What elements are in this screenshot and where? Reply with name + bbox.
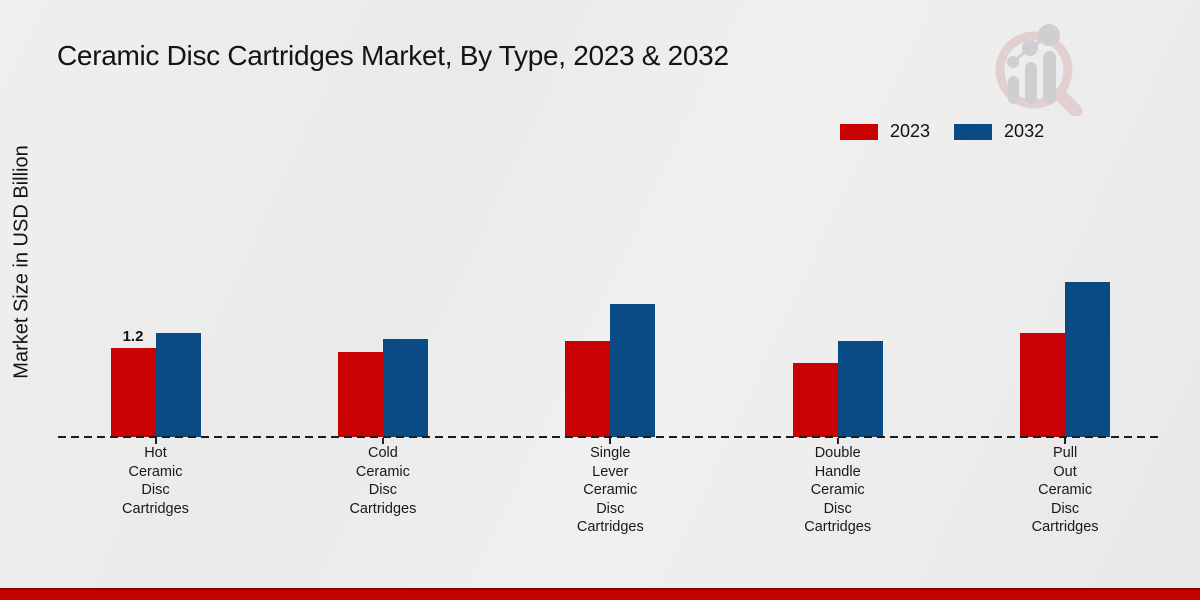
bar-2023-1 (110, 348, 156, 437)
x-axis-tick (836, 438, 839, 444)
category-label-line: Ceramic (1038, 482, 1093, 498)
category-label-line: Ceramic (583, 482, 638, 498)
legend-swatch-2023 (840, 123, 878, 140)
x-axis-tick (154, 438, 157, 444)
category-label-line: Out (1053, 463, 1077, 480)
bar-2023-5 (1020, 333, 1066, 437)
category-label-line: Hot (144, 445, 167, 461)
legend: 2023 2032 (840, 121, 1044, 142)
category-label: Single Lever Ceramic Disc Cartridges (525, 444, 695, 537)
x-axis-tick (609, 438, 612, 444)
category-label-line: Disc (1050, 500, 1080, 517)
chart-title: Ceramic Disc Cartridges Market, By Type,… (57, 40, 729, 71)
category-label-line: Single (590, 445, 631, 461)
bar-2032-4 (837, 340, 883, 437)
bar-2032-2 (382, 339, 428, 437)
category-label-line: Cartridges (122, 500, 189, 517)
category-label-line: Cartridges (804, 519, 872, 535)
bar-2023-2 (337, 351, 383, 437)
category-label-line: Ceramic (810, 482, 865, 498)
category-label-line: Disc (823, 500, 852, 517)
category-label-line: Ceramic (128, 463, 183, 480)
legend-item-2023: 2023 (840, 121, 930, 142)
category-label-line: Cold (367, 445, 398, 461)
category-label-line: Double (814, 445, 861, 461)
category-label-line: Disc (596, 500, 625, 517)
magnifier-bar-chart-logo-icon (995, 24, 1083, 116)
category-label-line: Disc (368, 482, 397, 498)
y-axis-label: Market Size in USD Billion (10, 145, 33, 379)
bar-2032-5 (1065, 281, 1111, 437)
legend-label: 2032 (1004, 121, 1045, 141)
legend-swatch-2032 (954, 123, 993, 140)
category-label: Pull Out Ceramic Disc Cartridges (980, 444, 1150, 537)
legend-label: 2023 (890, 121, 931, 141)
legend-item-2032: 2032 (954, 121, 1044, 142)
category-label: Hot Ceramic Disc Cartridges (71, 444, 241, 518)
bar-value-label: 1.2 (122, 328, 144, 346)
bar-2032-1 (155, 333, 201, 437)
category-label-line: Pull (1053, 445, 1078, 461)
x-axis-baseline (58, 436, 1158, 438)
bar-2023-3 (565, 340, 611, 437)
footer-bar (0, 588, 1200, 600)
category-label: Double Handle Ceramic Disc Cartridges (753, 444, 923, 537)
category-label-line: Handle (814, 463, 861, 480)
bar-2023-4 (792, 363, 838, 437)
category-label: Cold Ceramic Disc Cartridges (298, 444, 468, 518)
category-label-line: Lever (592, 463, 629, 480)
category-label-line: Cartridges (349, 500, 417, 517)
x-axis-tick (381, 438, 384, 444)
category-label-line: Cartridges (1031, 519, 1099, 535)
category-label-line: Ceramic (355, 463, 410, 480)
bar-2032-3 (610, 303, 656, 437)
category-label-line: Cartridges (576, 519, 644, 535)
x-axis-tick (1064, 438, 1067, 444)
category-label-line: Disc (141, 482, 170, 498)
